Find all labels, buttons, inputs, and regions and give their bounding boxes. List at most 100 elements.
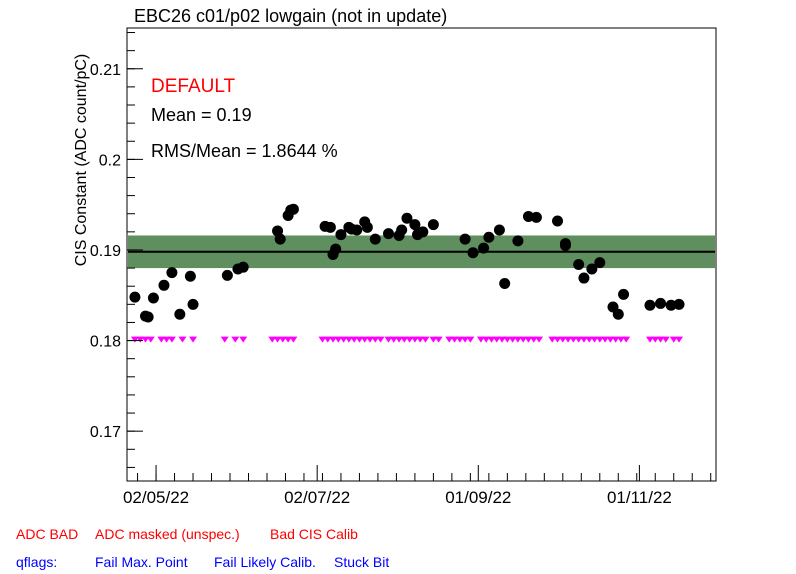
- flag-marker: [323, 336, 332, 343]
- data-point: [594, 257, 606, 269]
- data-point: [618, 288, 630, 300]
- flag-marker: [558, 336, 567, 343]
- data-point: [499, 277, 511, 289]
- data-point: [493, 224, 505, 236]
- flag-marker: [355, 336, 364, 343]
- y-axis-label: CIS Constant (ADC count/pC): [73, 53, 90, 267]
- flag-marker: [574, 336, 583, 343]
- flag-marker: [141, 336, 150, 343]
- plot-frame: [126, 27, 717, 482]
- flag-marker: [508, 336, 517, 343]
- data-marks: [129, 203, 685, 343]
- flag-marker: [220, 336, 229, 343]
- data-point: [361, 221, 373, 233]
- flag-marker: [157, 336, 166, 343]
- flag-marker: [661, 336, 670, 343]
- flag-marker: [239, 336, 248, 343]
- data-point: [467, 247, 479, 259]
- data-point: [237, 261, 249, 273]
- flag-marker: [611, 336, 620, 343]
- flag-marker: [492, 336, 501, 343]
- flag-marker: [162, 336, 171, 343]
- flag-marker: [513, 336, 522, 343]
- flag-marker: [384, 336, 393, 343]
- flag-marker: [445, 336, 454, 343]
- status-label: DEFAULT: [151, 76, 236, 97]
- flag-marker: [400, 336, 409, 343]
- flag-marker: [273, 336, 282, 343]
- data-point: [673, 298, 685, 310]
- rms-text: RMS/Mean = 1.8644 %: [151, 141, 338, 161]
- data-point: [644, 299, 656, 311]
- flag-marker: [371, 336, 380, 343]
- chart-title: EBC26 c01/p02 lowgain (not in update): [134, 6, 448, 26]
- flag-marker: [529, 336, 538, 343]
- data-point: [459, 233, 471, 245]
- data-point: [174, 308, 186, 320]
- flag-marker: [268, 336, 277, 343]
- flag-marker: [601, 336, 610, 343]
- flag-marker: [189, 336, 198, 343]
- x-tick-label: 02/07/22: [284, 488, 350, 507]
- flag-marker: [416, 336, 425, 343]
- flag-marker: [231, 336, 240, 343]
- axes: 0.17 0.18 0.19 0.2 0.21 02/05/22 02/07/22 01/09…: [90, 32, 712, 507]
- flag-marker: [564, 336, 573, 343]
- data-point: [166, 267, 178, 279]
- flag-marker: [344, 336, 353, 343]
- flag-marker: [585, 336, 594, 343]
- data-point: [335, 229, 347, 241]
- flag-marker: [329, 336, 338, 343]
- data-point: [382, 228, 394, 240]
- flag-marker: [167, 336, 176, 343]
- legend-fail-max-point: Fail Max. Point: [95, 554, 188, 570]
- flag-marker: [461, 336, 470, 343]
- flag-marker: [482, 336, 491, 343]
- data-point: [401, 212, 413, 224]
- data-point: [655, 297, 667, 309]
- flag-marker: [334, 336, 343, 343]
- data-point: [552, 215, 564, 227]
- data-point: [330, 243, 342, 255]
- data-point: [158, 279, 170, 291]
- data-point: [396, 224, 408, 236]
- flag-marker: [429, 336, 438, 343]
- flag-marker: [130, 336, 139, 343]
- flag-marker: [553, 336, 562, 343]
- mean-text: Mean = 0.19: [151, 105, 252, 125]
- data-point: [478, 242, 490, 254]
- flag-marker: [289, 336, 298, 343]
- x-tick-label: 01/11/22: [607, 488, 672, 507]
- data-point: [483, 231, 495, 243]
- data-point: [274, 233, 286, 245]
- flag-marker: [669, 336, 678, 343]
- flag-marker: [498, 336, 507, 343]
- data-point: [351, 224, 363, 236]
- flag-marker: [569, 336, 578, 343]
- flag-marker: [476, 336, 485, 343]
- data-point: [129, 291, 141, 303]
- data-point: [287, 203, 299, 215]
- flag-marker: [376, 336, 385, 343]
- data-point: [147, 292, 159, 304]
- flag-marker: [535, 336, 544, 343]
- data-point: [586, 263, 598, 275]
- flag-marker: [616, 336, 625, 343]
- legend-fail-likely-calib: Fail Likely Calib.: [214, 554, 316, 570]
- flag-marker: [548, 336, 557, 343]
- flag-marker: [645, 336, 654, 343]
- flag-marker: [622, 336, 631, 343]
- data-point: [417, 226, 429, 238]
- flag-marker: [455, 336, 464, 343]
- data-point: [612, 308, 624, 320]
- data-point: [409, 219, 421, 231]
- data-point: [184, 270, 196, 282]
- data-point: [559, 239, 571, 251]
- flag-marker: [503, 336, 512, 343]
- flag-marker: [606, 336, 615, 343]
- flag-marker: [524, 336, 533, 343]
- flag-marker: [519, 336, 528, 343]
- flag-marker: [339, 336, 348, 343]
- legend-qflags: qflags:: [16, 554, 58, 570]
